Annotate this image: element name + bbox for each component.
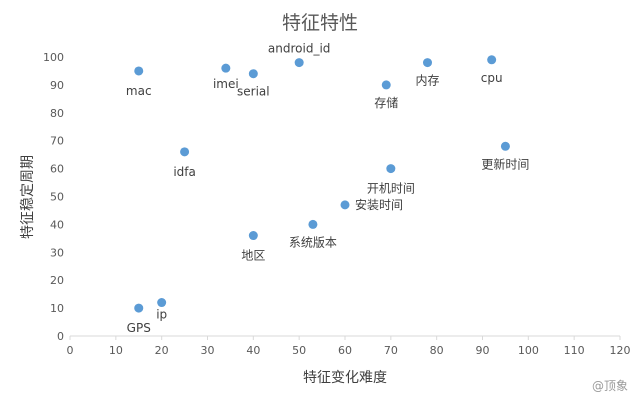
x-tick-label: 70 [384,344,398,357]
data-point-9 [386,164,396,174]
x-tick-label: 100 [518,344,539,357]
data-point-14 [157,298,167,308]
point-label-4: 存储 [374,95,398,110]
data-point-1 [221,63,231,73]
axes: 0 10 20 30 40 50 60 70 80 90 100 110 120 0 10 20 30 40 50 6… [43,51,631,357]
point-label-2: serial [237,85,270,99]
y-tick-label: 40 [50,218,64,231]
x-tick-label: 110 [564,344,585,357]
point-label-12: 地区 [241,249,265,263]
point-label-5: 内存 [415,74,439,88]
y-tick-label: 10 [50,302,64,315]
y-tick-label: 30 [50,246,64,259]
x-axis-title: 特征变化难度 [303,370,387,386]
y-tick-label: 0 [57,330,64,343]
chart-title: 特征特性 [282,12,358,34]
x-tick-label: 120 [610,344,631,357]
data-point-11 [308,219,318,229]
point-label-9: 开机时间 [367,182,415,196]
data-point-7 [180,147,190,157]
y-tick-label: 100 [43,51,64,64]
y-tick-label: 60 [50,163,64,176]
y-tick-label: 90 [50,79,64,92]
x-tick-label: 10 [109,344,123,357]
x-tick-label: 0 [67,344,74,357]
point-label-6: cpu [481,71,503,85]
x-tick-label: 90 [476,344,490,357]
point-label-8: 更新时间 [481,156,529,171]
watermark: @顶象 [592,379,628,393]
x-tick-label: 30 [201,344,215,357]
x-tick-label: 40 [246,344,260,357]
x-tick-label: 50 [292,344,306,357]
y-tick-label: 50 [50,191,64,204]
x-tick-label: 80 [430,344,444,357]
point-label-3: android_id [268,42,331,56]
y-tick-label: 20 [50,274,64,287]
y-tick-label: 80 [50,107,64,120]
data-point-8 [500,141,510,151]
data-point-0 [134,66,144,76]
data-point-10 [340,200,350,210]
data-point-13 [134,303,144,313]
data-point-4 [381,80,391,90]
data-points [134,55,510,313]
data-point-5 [423,58,432,68]
point-label-13: GPS [127,321,151,335]
data-point-6 [487,55,497,65]
data-point-12 [248,231,258,241]
x-tick-label: 20 [155,344,169,357]
data-point-3 [294,58,304,68]
point-label-1: imei [213,77,239,91]
y-axis-title: 特征稳定周期 [20,155,36,239]
data-point-2 [248,69,258,79]
point-label-14: ip [156,308,167,322]
point-label-7: idfa [173,165,196,179]
point-label-11: 系统版本 [289,235,337,249]
point-label-0: mac [126,84,152,98]
x-tick-label: 60 [338,344,352,357]
y-tick-label: 70 [50,135,64,148]
point-label-10: 安装时间 [355,197,403,212]
